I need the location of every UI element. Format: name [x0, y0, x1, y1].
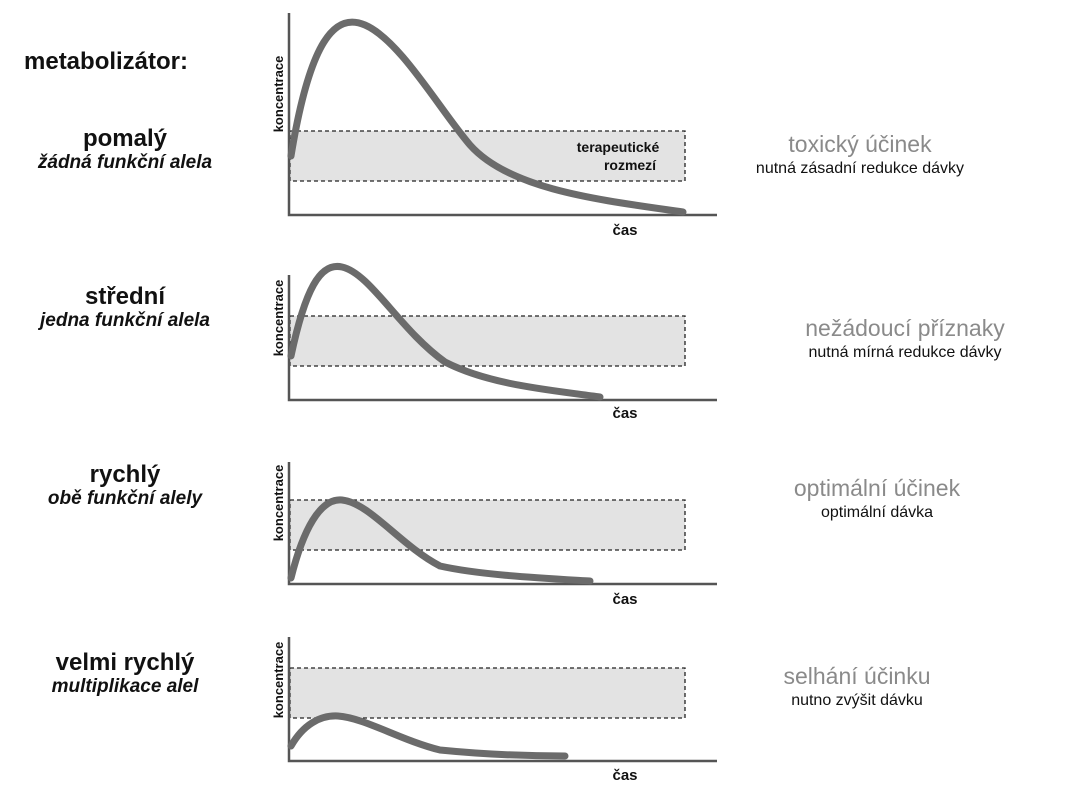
chart-axes [287, 462, 717, 586]
allele-label: jedna funkční alela [40, 310, 210, 331]
row-right-label: toxický účinek nutná zásadní redukce dáv… [715, 130, 1005, 180]
row-right-label: optimální účinek optimální dávka [732, 474, 1022, 524]
concentration-curve [287, 712, 569, 760]
x-axis-label: čas [612, 767, 637, 784]
chart-axes [287, 637, 717, 763]
y-axis-label: koncentrace [271, 642, 286, 719]
chart-panel-ultrarapid: koncentrace čas [271, 637, 717, 784]
dose-label: nutná mírná redukce dávky [808, 344, 1002, 361]
therapeutic-range-band [289, 315, 686, 367]
effect-label: optimální účinek [793, 475, 961, 501]
speed-label: střední [84, 283, 165, 310]
dose-label: nutná zásadní redukce dávky [755, 160, 965, 177]
concentration-curve [287, 262, 604, 401]
chart-axes [287, 13, 717, 217]
therapeutic-range-band [289, 130, 686, 182]
row-left-label: rychlý obě funkční alely [0, 462, 250, 510]
range-label-line2: rozmezí [604, 157, 657, 173]
row-right-label: nežádoucí příznaky nutná mírná redukce d… [760, 314, 1050, 364]
row-left-label: pomalý žádná funkční alela [0, 126, 250, 174]
effect-label: toxický účinek [788, 131, 932, 157]
allele-label: žádná funkční alela [37, 152, 213, 173]
row-left-label: velmi rychlý multiplikace alel [0, 650, 250, 698]
x-axis-label: čas [612, 405, 637, 422]
range-label-line1: terapeutické [577, 139, 660, 155]
concentration-curve [287, 18, 687, 216]
effect-label: selhání účinku [783, 663, 931, 689]
row-right-label: selhání účinku nutno zvýšit dávku [712, 662, 1002, 712]
therapeutic-range-band [289, 667, 686, 719]
chart-panel-intermediate: koncentrace čas [271, 262, 717, 422]
speed-label: rychlý [89, 461, 161, 488]
dose-label: optimální dávka [820, 504, 934, 521]
y-axis-label: koncentrace [271, 56, 286, 133]
row-left-label: střední jedna funkční alela [0, 284, 250, 332]
y-axis-label: koncentrace [271, 465, 286, 542]
chart-panel-slow: terapeutické rozmezí koncentrace čas [271, 13, 717, 239]
allele-label: multiplikace alel [51, 676, 199, 697]
allele-label: obě funkční alely [47, 488, 203, 509]
x-axis-label: čas [612, 591, 637, 608]
therapeutic-range-band [289, 499, 686, 551]
effect-label: nežádoucí příznaky [805, 315, 1005, 341]
speed-label: pomalý [82, 125, 168, 152]
y-axis-label: koncentrace [271, 280, 286, 357]
chart-axes [287, 275, 717, 402]
speed-label: velmi rychlý [55, 649, 195, 676]
x-axis-label: čas [612, 222, 637, 239]
concentration-curve [287, 496, 594, 585]
dose-label: nutno zvýšit dávku [791, 692, 923, 709]
chart-panel-rapid: koncentrace čas [271, 462, 717, 608]
heading-metabolizer: metabolizátor: [24, 48, 189, 75]
